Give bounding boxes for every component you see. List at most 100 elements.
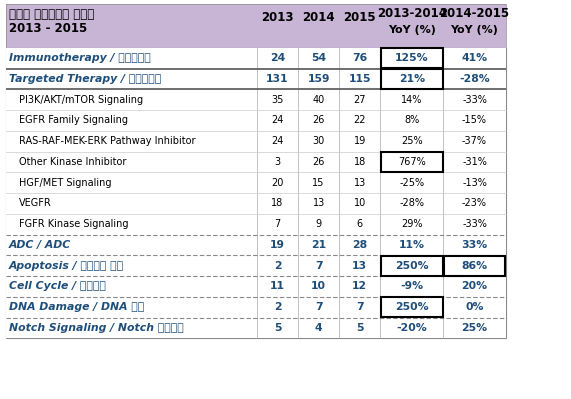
- Text: -37%: -37%: [462, 136, 487, 146]
- Text: 0%: 0%: [465, 302, 484, 312]
- Text: 13: 13: [312, 198, 325, 209]
- Text: 2013: 2013: [262, 12, 293, 24]
- Text: 25%: 25%: [461, 323, 488, 333]
- Text: 86%: 86%: [461, 261, 488, 271]
- Text: PI3K/AKT/mTOR Signaling: PI3K/AKT/mTOR Signaling: [19, 95, 143, 105]
- Text: Notch Signaling / Notch 신호전달: Notch Signaling / Notch 신호전달: [9, 323, 183, 333]
- Text: 159: 159: [307, 74, 330, 84]
- Text: 19: 19: [353, 136, 366, 146]
- Text: 20%: 20%: [461, 281, 488, 292]
- Bar: [6, 89, 506, 110]
- Text: 2013 - 2015: 2013 - 2015: [9, 22, 87, 35]
- Text: 항암제 파이프라인 트렌드: 항암제 파이프라인 트렌드: [9, 8, 94, 21]
- Text: 10: 10: [311, 281, 326, 292]
- Text: 41%: 41%: [461, 53, 488, 63]
- Text: 2013-2014: 2013-2014: [377, 8, 447, 20]
- Bar: [6, 255, 506, 276]
- Text: Targeted Therapy / 표적항암제: Targeted Therapy / 표적항암제: [9, 74, 161, 84]
- Bar: [6, 48, 506, 69]
- Text: 30: 30: [312, 136, 325, 146]
- Text: EGFR Family Signaling: EGFR Family Signaling: [19, 115, 128, 126]
- Text: 5: 5: [356, 323, 364, 333]
- Text: 2014-2015: 2014-2015: [440, 8, 509, 20]
- Text: 12: 12: [352, 281, 367, 292]
- Bar: [6, 172, 506, 193]
- Text: Immunotherapy / 면역항암제: Immunotherapy / 면역항암제: [9, 53, 150, 63]
- Text: -9%: -9%: [400, 281, 423, 292]
- Bar: [381, 152, 443, 172]
- Bar: [6, 276, 506, 297]
- Text: 10: 10: [353, 198, 366, 209]
- Text: 2014: 2014: [302, 12, 335, 24]
- Bar: [6, 152, 506, 172]
- Text: 24: 24: [270, 53, 285, 63]
- Text: 18: 18: [353, 157, 366, 167]
- Bar: [6, 110, 506, 131]
- Text: 250%: 250%: [395, 261, 428, 271]
- Text: Apoptosis / 세포자멸 유도: Apoptosis / 세포자멸 유도: [9, 261, 124, 271]
- Text: 40: 40: [312, 95, 325, 105]
- Text: HGF/MET Signaling: HGF/MET Signaling: [19, 178, 111, 188]
- Text: -13%: -13%: [462, 178, 487, 188]
- Text: 5: 5: [274, 323, 282, 333]
- Text: 27: 27: [353, 95, 366, 105]
- Text: Cell Cycle / 세포주기: Cell Cycle / 세포주기: [9, 281, 106, 292]
- Bar: [381, 69, 443, 89]
- Bar: [381, 256, 443, 276]
- Text: 28: 28: [352, 240, 367, 250]
- Text: 33%: 33%: [461, 240, 488, 250]
- Bar: [6, 193, 506, 214]
- Text: 13: 13: [352, 261, 367, 271]
- Text: -23%: -23%: [462, 198, 487, 209]
- Bar: [6, 69, 506, 89]
- Text: 115: 115: [348, 74, 371, 84]
- Text: 11: 11: [270, 281, 285, 292]
- Text: RAS-RAF-MEK-ERK Pathway Inhibitor: RAS-RAF-MEK-ERK Pathway Inhibitor: [19, 136, 195, 146]
- Text: 26: 26: [312, 157, 325, 167]
- Text: -28%: -28%: [399, 198, 424, 209]
- Bar: [381, 297, 443, 317]
- Text: 2: 2: [274, 261, 282, 271]
- Text: -33%: -33%: [462, 95, 487, 105]
- Text: 35: 35: [271, 95, 284, 105]
- Text: 2: 2: [274, 302, 282, 312]
- Text: 20: 20: [271, 178, 284, 188]
- Bar: [6, 4, 506, 48]
- Text: 131: 131: [266, 74, 289, 84]
- Text: 11%: 11%: [399, 240, 425, 250]
- Text: 21: 21: [311, 240, 326, 250]
- Text: 7: 7: [315, 302, 323, 312]
- Text: DNA Damage / DNA 손상: DNA Damage / DNA 손상: [9, 302, 144, 312]
- Text: 250%: 250%: [395, 302, 428, 312]
- Text: 22: 22: [353, 115, 366, 126]
- Text: 8%: 8%: [404, 115, 419, 126]
- Text: -33%: -33%: [462, 219, 487, 229]
- Text: -31%: -31%: [462, 157, 487, 167]
- Text: 2015: 2015: [343, 12, 376, 24]
- Bar: [6, 48, 506, 338]
- Text: 125%: 125%: [395, 53, 428, 63]
- Text: -15%: -15%: [462, 115, 487, 126]
- Text: 18: 18: [271, 198, 284, 209]
- Bar: [6, 297, 506, 318]
- Text: 9: 9: [316, 219, 321, 229]
- Text: 54: 54: [311, 53, 326, 63]
- Bar: [6, 4, 506, 48]
- Text: 3: 3: [275, 157, 280, 167]
- Text: -20%: -20%: [396, 323, 427, 333]
- Text: 24: 24: [271, 136, 284, 146]
- Bar: [444, 256, 505, 276]
- Text: 7: 7: [356, 302, 364, 312]
- Text: 14%: 14%: [401, 95, 423, 105]
- Bar: [6, 235, 506, 255]
- Text: 25%: 25%: [401, 136, 423, 146]
- Text: 15: 15: [312, 178, 325, 188]
- Text: 7: 7: [315, 261, 323, 271]
- Bar: [6, 48, 506, 338]
- Text: 19: 19: [270, 240, 285, 250]
- Text: 6: 6: [357, 219, 363, 229]
- Text: Other Kinase Inhibitor: Other Kinase Inhibitor: [19, 157, 126, 167]
- Text: VEGFR: VEGFR: [19, 198, 51, 209]
- Text: 29%: 29%: [401, 219, 423, 229]
- Text: -25%: -25%: [399, 178, 424, 188]
